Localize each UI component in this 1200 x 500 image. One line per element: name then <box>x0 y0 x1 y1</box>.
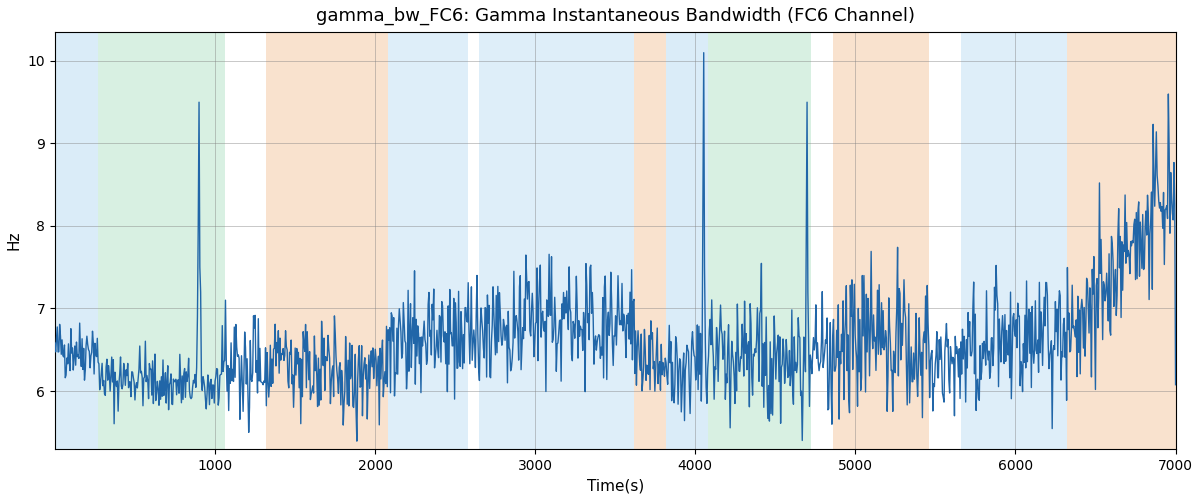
Y-axis label: Hz: Hz <box>7 230 22 250</box>
Bar <box>98 32 224 449</box>
Bar <box>55 32 98 449</box>
Bar <box>833 32 929 449</box>
Bar <box>635 32 666 449</box>
Bar <box>1067 32 1176 449</box>
Bar <box>388 32 468 449</box>
X-axis label: Time(s): Time(s) <box>587 478 644 493</box>
Bar <box>708 32 810 449</box>
Bar <box>961 32 1067 449</box>
Bar <box>666 32 708 449</box>
Bar <box>266 32 388 449</box>
Title: gamma_bw_FC6: Gamma Instantaneous Bandwidth (FC6 Channel): gamma_bw_FC6: Gamma Instantaneous Bandwi… <box>316 7 914 25</box>
Bar <box>479 32 635 449</box>
